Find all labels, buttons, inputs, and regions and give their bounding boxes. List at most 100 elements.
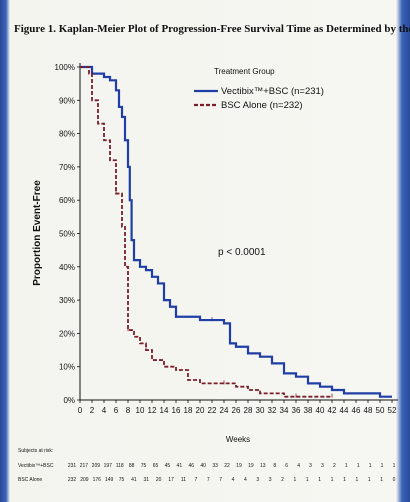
risk-cell: 3 [256, 477, 259, 483]
risk-cell: 231 [68, 463, 77, 469]
x-tick-label: 48 [364, 406, 373, 415]
x-tick-label: 8 [126, 406, 131, 415]
figure-title: Figure 1. Kaplan-Meier Plot of Progressi… [14, 23, 410, 35]
x-tick-label: 36 [292, 406, 301, 415]
y-tick-label: 40% [59, 263, 75, 272]
risk-cell: 17 [168, 477, 174, 483]
x-tick-label: 14 [160, 406, 169, 415]
risk-table-header: Subjects at risk: [18, 448, 53, 454]
risk-cell: 7 [194, 477, 197, 483]
risk-cell: 75 [141, 463, 147, 469]
p-value-annotation: p < 0.0001 [218, 247, 266, 258]
x-tick-label: 34 [280, 406, 289, 415]
risk-cell: 19 [236, 463, 242, 469]
risk-cell: 1 [343, 477, 346, 483]
y-tick-label: 70% [59, 163, 75, 172]
risk-cell: 1 [345, 463, 348, 469]
x-tick-label: 40 [316, 406, 325, 415]
x-tick-label: 22 [208, 406, 217, 415]
y-tick-label: 10% [59, 363, 75, 372]
risk-cell: 1 [380, 477, 383, 483]
legend-title: Treatment Group [214, 67, 275, 76]
risk-cell: 209 [92, 463, 101, 469]
risk-cell: 8 [273, 463, 276, 469]
risk-cell: 1 [357, 463, 360, 469]
risk-table: Subjects at risk:Vectibix™+BSC 231 217 209 1… [18, 448, 396, 483]
risk-cell: 1 [331, 477, 334, 483]
x-tick-label: 26 [232, 406, 241, 415]
risk-cell: 2 [281, 477, 284, 483]
risk-cell: 1 [294, 477, 297, 483]
x-tick-label: 18 [184, 406, 193, 415]
risk-cell: 1 [355, 477, 358, 483]
y-tick-label: 20% [59, 329, 75, 338]
risk-cell: 7 [207, 477, 210, 483]
x-tick-label: 10 [136, 406, 145, 415]
risk-cell: 13 [260, 463, 266, 469]
risk-row-label: Vectibix™+BSC [18, 463, 54, 469]
x-tick-label: 52 [388, 406, 397, 415]
risk-cell: 1 [368, 477, 371, 483]
plot-axes: 0%10%20%30%40%50%60%70%80%90%100%0 2 4 6 8 10… [32, 63, 398, 444]
risk-cell: 65 [153, 463, 159, 469]
risk-cell: 20 [156, 477, 162, 483]
x-tick-label: 20 [196, 406, 205, 415]
x-tick-label: 12 [148, 406, 157, 415]
y-axis-label: Proportion Event-Free [32, 180, 43, 286]
risk-cell: 11 [181, 477, 186, 483]
x-tick-label: 16 [172, 406, 181, 415]
legend: Treatment Group Vectibix™+BSC (n=231) BSC … [194, 67, 324, 111]
risk-cell: 4 [244, 477, 247, 483]
risk-cell: 19 [248, 463, 254, 469]
x-tick-label: 46 [352, 406, 361, 415]
risk-cell: 217 [80, 463, 89, 469]
legend-entry: Vectibix™+BSC (n=231) [221, 86, 324, 97]
risk-cell: 88 [129, 463, 135, 469]
risk-cell: 45 [165, 463, 171, 469]
risk-cell: 0 [393, 477, 396, 483]
y-tick-label: 100% [55, 63, 75, 72]
y-tick-label: 0% [63, 396, 75, 405]
x-tick-label: 44 [340, 406, 349, 415]
risk-cell: 46 [188, 463, 194, 469]
x-tick-label: 24 [220, 406, 229, 415]
y-tick-label: 90% [59, 96, 75, 105]
x-tick-label: 6 [114, 406, 119, 415]
risk-cell: 176 [93, 477, 102, 483]
risk-cell: 33 [212, 463, 218, 469]
risk-cell: 41 [131, 477, 137, 483]
risk-cell: 2 [333, 463, 336, 469]
risk-cell: 118 [116, 463, 124, 469]
x-tick-label: 30 [256, 406, 265, 415]
risk-cell: 1 [318, 477, 321, 483]
risk-cell: 232 [68, 477, 77, 483]
risk-cell: 7 [219, 477, 222, 483]
risk-cell: 22 [224, 463, 230, 469]
y-tick-label: 80% [59, 130, 75, 139]
risk-cell: 4 [232, 477, 235, 483]
x-tick-label: 38 [304, 406, 313, 415]
risk-cell: 6 [285, 463, 288, 469]
risk-cell: 209 [80, 477, 89, 483]
risk-cell: 75 [119, 477, 125, 483]
risk-cell: 149 [105, 477, 114, 483]
x-tick-label: 32 [268, 406, 277, 415]
risk-cell: 4 [297, 463, 300, 469]
risk-cell: 1 [381, 463, 384, 469]
risk-cell: 41 [177, 463, 183, 469]
risk-cell: 31 [144, 477, 150, 483]
series-layer [80, 65, 392, 398]
x-tick-label: 50 [376, 406, 385, 415]
risk-cell: 1 [306, 477, 309, 483]
risk-cell: 3 [321, 463, 324, 469]
risk-row-label: BSC Alone [18, 477, 42, 483]
y-tick-label: 30% [59, 296, 75, 305]
y-tick-label: 60% [59, 196, 75, 205]
risk-cell: 40 [200, 463, 206, 469]
x-tick-label: 2 [90, 406, 95, 415]
x-tick-label: 4 [102, 406, 107, 415]
risk-cell: 1 [393, 463, 396, 469]
series-line-vectibix [80, 65, 392, 398]
